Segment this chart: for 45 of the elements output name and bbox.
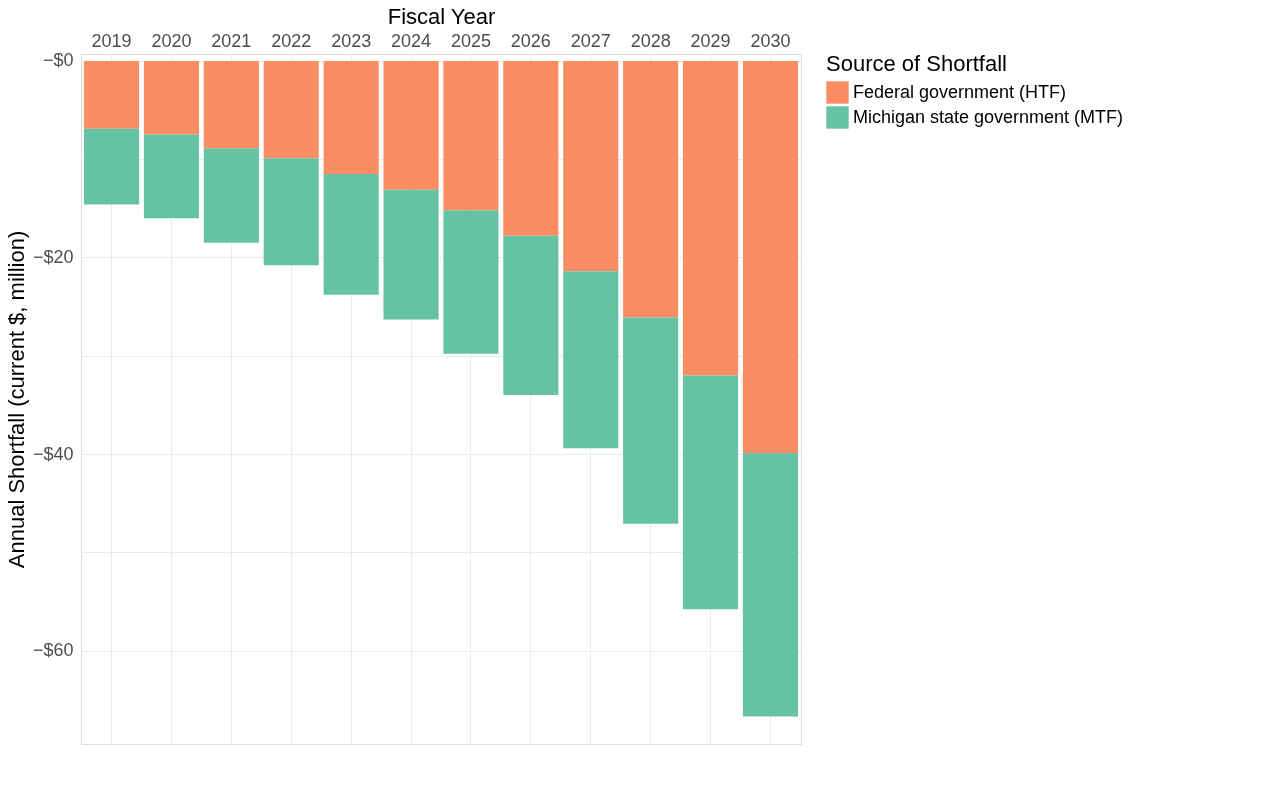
- legend-label: Federal government (HTF): [853, 81, 1067, 102]
- bar: [323, 173, 379, 295]
- bar: [742, 60, 798, 454]
- y-axis-title: Annual Shortfall (current $, million): [3, 230, 29, 569]
- legend-label: Michigan state government (MTF): [853, 106, 1124, 127]
- x-tick-label: 2022: [271, 30, 312, 51]
- x-tick-label: 2025: [450, 30, 491, 51]
- bar: [203, 148, 259, 243]
- x-tick-label: 2030: [750, 30, 791, 51]
- y-tick-label: −$60: [32, 640, 74, 661]
- bar: [443, 60, 499, 211]
- x-tick-label: 2023: [331, 30, 372, 51]
- bar: [563, 60, 619, 272]
- bar: [683, 375, 739, 610]
- y-tick-label: −$20: [32, 246, 74, 267]
- bar: [84, 60, 140, 129]
- legend-title: Source of Shortfall: [826, 51, 1007, 76]
- bar: [683, 60, 739, 376]
- x-tick-label: 2024: [391, 30, 432, 51]
- bar: [263, 60, 319, 159]
- bar: [443, 210, 499, 354]
- x-tick-label: 2020: [151, 30, 192, 51]
- y-tick-label: −$0: [42, 50, 74, 71]
- bar: [623, 317, 679, 524]
- bar: [383, 189, 439, 320]
- bar: [143, 134, 199, 219]
- bar: [84, 128, 140, 205]
- bar: [143, 60, 199, 135]
- bar: [383, 60, 439, 190]
- bar: [623, 60, 679, 318]
- bar: [323, 60, 379, 174]
- bar: [503, 60, 559, 236]
- x-tick-label: 2027: [570, 30, 611, 51]
- bar: [563, 271, 619, 449]
- x-tick-label: 2021: [211, 30, 252, 51]
- x-tick-label: 2026: [510, 30, 551, 51]
- y-tick-label: −$40: [32, 443, 74, 464]
- x-tick-label: 2029: [690, 30, 731, 51]
- bar: [742, 453, 798, 717]
- x-tick-label: 2028: [630, 30, 671, 51]
- x-tick-label: 2019: [91, 30, 132, 51]
- bar: [503, 235, 559, 396]
- bar: [263, 158, 319, 266]
- x-axis-title: Fiscal Year: [387, 3, 496, 29]
- bar: [203, 60, 259, 149]
